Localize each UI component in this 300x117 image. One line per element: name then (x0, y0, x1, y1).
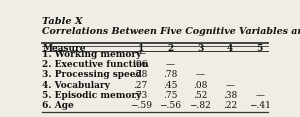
Text: 5: 5 (256, 44, 263, 53)
Text: −.56: −.56 (160, 101, 182, 110)
Text: Measure: Measure (42, 44, 86, 53)
Text: —: — (136, 50, 145, 59)
Text: Table X: Table X (42, 17, 83, 26)
Text: .27: .27 (134, 81, 148, 90)
Text: .45: .45 (163, 81, 178, 90)
Text: .78: .78 (134, 70, 148, 79)
Text: 6. Age: 6. Age (42, 101, 74, 110)
Text: −.59: −.59 (130, 101, 152, 110)
Text: −.82: −.82 (189, 101, 211, 110)
Text: .96: .96 (134, 60, 148, 69)
Text: —: — (166, 60, 175, 69)
Text: —: — (226, 81, 235, 90)
Text: 2: 2 (167, 44, 174, 53)
Text: 1. Working memory: 1. Working memory (42, 50, 142, 59)
Text: .73: .73 (134, 91, 148, 100)
Text: 1: 1 (137, 44, 144, 53)
Text: .08: .08 (193, 81, 207, 90)
Text: 2. Executive function: 2. Executive function (42, 60, 149, 69)
Text: —: — (196, 70, 205, 79)
Text: 3. Processing speed: 3. Processing speed (42, 70, 142, 79)
Text: −.41: −.41 (249, 101, 271, 110)
Text: .78: .78 (163, 70, 178, 79)
Text: Correlations Between Five Cognitive Variables and Age: Correlations Between Five Cognitive Vari… (42, 27, 300, 36)
Text: .75: .75 (163, 91, 178, 100)
Text: 4: 4 (227, 44, 233, 53)
Text: —: — (255, 91, 264, 100)
Text: 3: 3 (197, 44, 203, 53)
Text: 5. Episodic memory: 5. Episodic memory (42, 91, 142, 100)
Text: .22: .22 (223, 101, 237, 110)
Text: .52: .52 (193, 91, 207, 100)
Text: .38: .38 (223, 91, 237, 100)
Text: 4. Vocabulary: 4. Vocabulary (42, 81, 110, 90)
